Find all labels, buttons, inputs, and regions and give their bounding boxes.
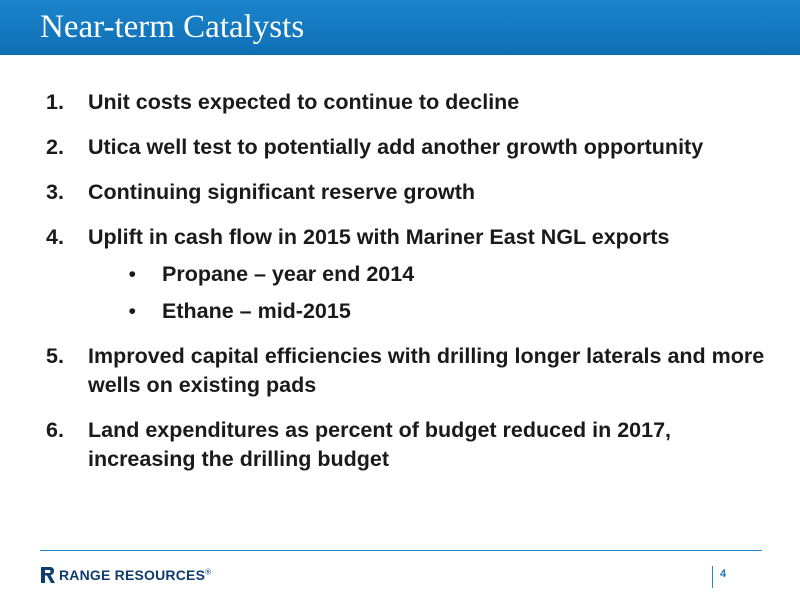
list-item: 2. Utica well test to potentially add an… [46, 133, 776, 162]
item-text: Land expenditures as percent of budget r… [88, 418, 672, 471]
logo-text: RANGE RESOURCES® [59, 567, 212, 583]
registered-mark: ® [205, 567, 212, 577]
item-text: Continuing significant reserve growth [88, 180, 476, 204]
item-text: Improved capital efficiencies with drill… [88, 344, 765, 397]
catalyst-list: 1. Unit costs expected to continue to de… [46, 88, 776, 490]
range-resources-logo-icon [41, 567, 55, 583]
footer-divider [40, 550, 762, 551]
item-text: Uplift in cash flow in 2015 with Mariner… [88, 225, 670, 249]
list-item: 1. Unit costs expected to continue to de… [46, 88, 776, 117]
company-logo: RANGE RESOURCES® [40, 566, 211, 584]
slide-title: Near-term Catalysts [40, 9, 305, 45]
item-number: 6. [46, 418, 64, 442]
list-item: 3. Continuing significant reserve growth [46, 178, 776, 207]
item-number: 1. [46, 90, 64, 114]
list-item: 4. Uplift in cash flow in 2015 with Mari… [46, 223, 776, 252]
sub-item-text: Ethane – mid-2015 [162, 299, 351, 323]
list-item: 6. Land expenditures as percent of budge… [46, 416, 776, 474]
page-number: 4 [720, 568, 727, 580]
title-bar: Near-term Catalysts [0, 0, 800, 55]
sub-list: • Propane – year end 2014 • Ethane – mid… [46, 260, 776, 326]
item-number: 3. [46, 180, 64, 204]
page-number-divider [712, 566, 713, 588]
item-number: 2. [46, 135, 64, 159]
bullet-icon: • [128, 299, 136, 323]
item-number: 5. [46, 344, 64, 368]
bullet-icon: • [128, 262, 136, 286]
item-text: Unit costs expected to continue to decli… [88, 90, 520, 114]
item-number: 4. [46, 225, 64, 249]
sub-list-item: • Propane – year end 2014 [46, 260, 776, 289]
list-item: 5. Improved capital efficiencies with dr… [46, 342, 776, 400]
item-text: Utica well test to potentially add anoth… [88, 135, 704, 159]
sub-list-item: • Ethane – mid-2015 [46, 297, 776, 326]
sub-item-text: Propane – year end 2014 [162, 262, 415, 286]
